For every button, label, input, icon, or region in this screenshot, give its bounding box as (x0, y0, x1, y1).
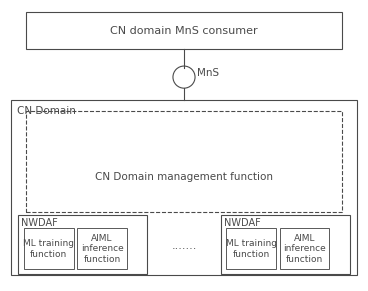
Text: MnS: MnS (197, 68, 219, 78)
FancyBboxPatch shape (226, 228, 276, 269)
Text: AIML
inference
function: AIML inference function (81, 234, 124, 264)
Text: CN Domain: CN Domain (17, 106, 75, 116)
FancyBboxPatch shape (26, 12, 342, 49)
Text: NWDAF: NWDAF (21, 218, 58, 228)
Text: ML training
function: ML training function (226, 239, 277, 258)
FancyBboxPatch shape (24, 228, 74, 269)
Text: CN Domain management function: CN Domain management function (95, 172, 273, 182)
FancyBboxPatch shape (18, 215, 147, 274)
FancyBboxPatch shape (11, 100, 357, 275)
Text: .......: ....... (171, 241, 197, 251)
Text: ML training
function: ML training function (23, 239, 74, 258)
FancyBboxPatch shape (77, 228, 127, 269)
FancyBboxPatch shape (221, 215, 350, 274)
Text: CN domain MnS consumer: CN domain MnS consumer (110, 26, 258, 36)
FancyBboxPatch shape (280, 228, 329, 269)
FancyBboxPatch shape (26, 111, 342, 212)
Text: NWDAF: NWDAF (224, 218, 261, 228)
Text: AIML
inference
function: AIML inference function (283, 234, 326, 264)
